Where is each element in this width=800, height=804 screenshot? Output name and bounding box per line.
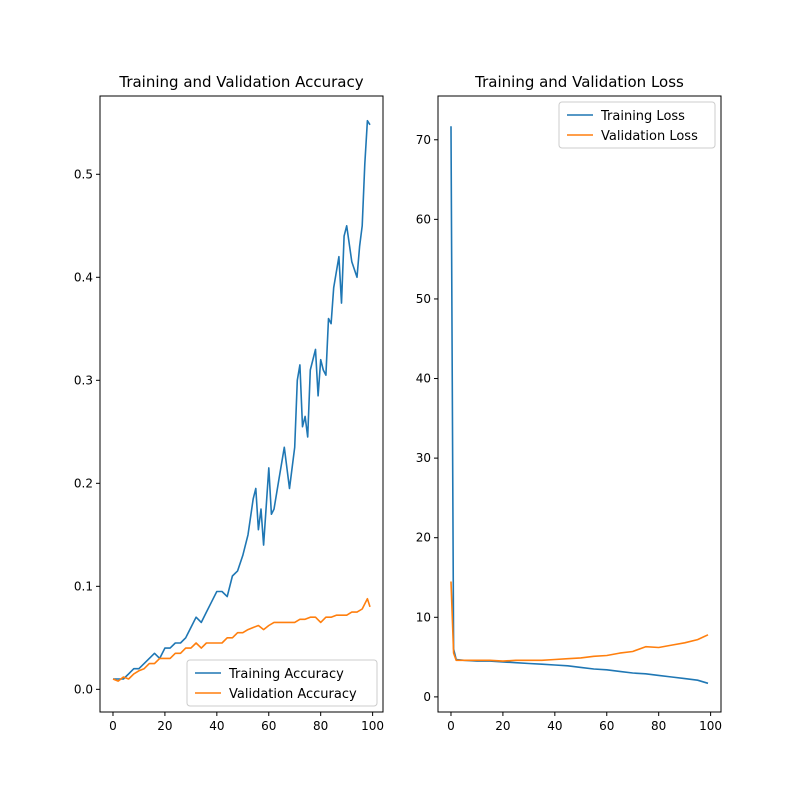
x-tick-label: 0: [109, 719, 117, 733]
legend-box: [558, 101, 716, 149]
chart-panel-1: Training and Validation Accuracy 0 20 40 60 8…: [74, 73, 384, 733]
x-tick-label: 80: [313, 719, 328, 733]
series-line-2: [112, 597, 371, 682]
y-tick-label: 0.2: [74, 476, 93, 490]
y-tick-label: 30: [416, 451, 431, 465]
legend-label-2: Validation Accuracy: [229, 687, 357, 702]
series-line-1: [113, 119, 371, 680]
y-tick-label: 20: [416, 531, 431, 545]
x-tick-label: 0: [447, 719, 455, 733]
y-tick-label: 0.0: [74, 682, 93, 696]
legend: Training Accuracy Validation Accuracy: [186, 659, 378, 707]
x-tick-label: 60: [599, 719, 614, 733]
x-tick-label: 20: [495, 719, 510, 733]
y-tick-label: 0.5: [74, 167, 93, 181]
x-tick-label: 40: [547, 719, 562, 733]
legend-label-1: Training Loss: [600, 109, 685, 124]
legend: Training Loss Validation Loss: [558, 101, 716, 149]
y-tick-label: 70: [416, 133, 431, 147]
x-tick-label: 60: [261, 719, 276, 733]
x-tick-label: 20: [157, 719, 172, 733]
x-tick-label: 40: [209, 719, 224, 733]
y-tick-label: 0.1: [74, 579, 93, 593]
legend-label-1: Training Accuracy: [228, 667, 344, 682]
chart-title: Training and Validation Accuracy: [118, 73, 363, 91]
y-tick-label: 0.3: [74, 373, 93, 387]
axes-frame: [437, 95, 722, 713]
y-tick-label: 0.4: [74, 270, 93, 284]
x-tick-label: 100: [699, 719, 722, 733]
y-tick-label: 50: [416, 292, 431, 306]
x-tick-label: 80: [651, 719, 666, 733]
series-line-2: [450, 581, 709, 662]
x-tick-label: 100: [361, 719, 384, 733]
y-tick-label: 60: [416, 212, 431, 226]
axes-frame: [99, 95, 384, 713]
y-tick-label: 10: [416, 610, 431, 624]
y-tick-label: 40: [416, 372, 431, 386]
y-tick-label: 0: [423, 690, 431, 704]
chart-title: Training and Validation Loss: [474, 73, 684, 91]
legend-label-2: Validation Loss: [601, 129, 698, 144]
legend-box: [186, 659, 378, 707]
